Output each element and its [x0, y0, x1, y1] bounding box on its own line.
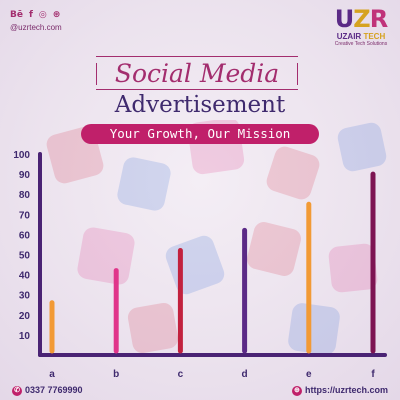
- phone-icon: ✆: [12, 385, 22, 396]
- y-tick-label: 60: [19, 230, 31, 241]
- logo-name-b: TECH: [363, 32, 386, 41]
- y-tick-label: 100: [13, 150, 30, 161]
- x-tick-label: f: [371, 369, 375, 380]
- y-tick-label: 40: [19, 271, 31, 282]
- y-tick-label: 70: [19, 210, 31, 221]
- logo-name: UZAIR TECH: [330, 32, 392, 41]
- website-link[interactable]: ⊕ https://uzrtech.com: [291, 384, 388, 396]
- y-tick-label: 30: [19, 291, 31, 302]
- x-tick-label: d: [242, 369, 248, 380]
- uzair-tech-logo: UZR UZAIR TECH Creative Tech Solutions: [330, 6, 392, 58]
- logo-mark: UZR: [330, 6, 392, 32]
- website-url: https://uzrtech.com: [304, 385, 388, 395]
- phone-contact[interactable]: ✆ 0337 7769990: [12, 384, 83, 396]
- social-handle: @uzrtech.com: [10, 23, 62, 32]
- x-tick-label: e: [306, 369, 312, 380]
- x-tick-label: c: [178, 369, 184, 380]
- logo-mark-u: U: [334, 5, 354, 33]
- y-tick-label: 10: [19, 331, 31, 342]
- y-tick-label: 50: [19, 251, 31, 262]
- x-tick-label: a: [49, 369, 55, 380]
- logo-mark-z: Z: [353, 5, 370, 33]
- title-social-media: Social Media: [96, 56, 298, 90]
- logo-tagline: Creative Tech Solutions: [334, 41, 388, 47]
- footer: ✆ 0337 7769990 ⊕ https://uzrtech.com: [0, 380, 400, 400]
- y-tick-label: 80: [19, 190, 31, 201]
- tagline-pill: Your Growth, Our Mission: [81, 124, 319, 144]
- y-tick-label: 20: [19, 311, 31, 322]
- globe-icon: ⊕: [291, 385, 302, 396]
- phone-number: 0337 7769990: [25, 385, 83, 395]
- title-advertisement: Advertisement: [114, 92, 286, 118]
- instagram-icon[interactable]: ◎: [38, 10, 47, 20]
- x-tick-label: b: [113, 369, 119, 380]
- bar-chart: 10 20 30 40 50 60 70 80 90 100 a b c d e f: [13, 150, 387, 380]
- logo-name-a: UZAIR: [336, 32, 362, 41]
- social-icons-row: Bē f ◎ ⊛: [10, 8, 60, 22]
- behance-icon[interactable]: Bē: [10, 10, 23, 20]
- facebook-icon[interactable]: f: [28, 10, 33, 20]
- y-tick-label: 90: [19, 170, 31, 181]
- logo-mark-r: R: [369, 5, 389, 33]
- dribbble-icon[interactable]: ⊛: [52, 10, 61, 20]
